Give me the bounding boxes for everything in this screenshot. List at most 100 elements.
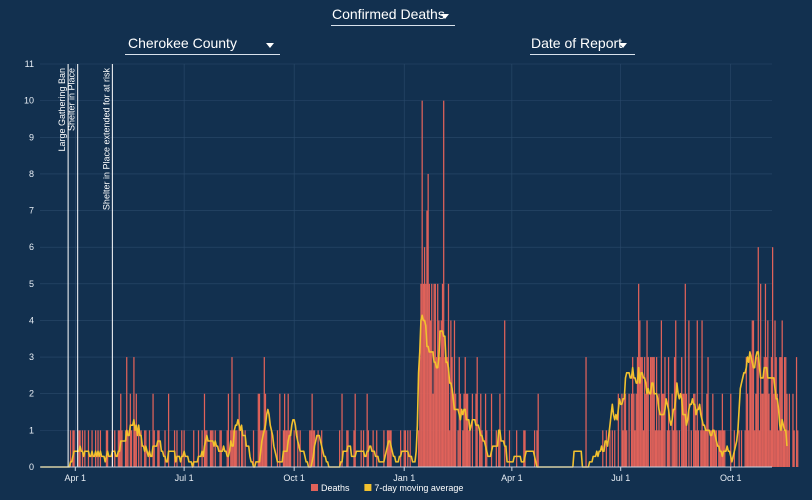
deaths-bar	[124, 430, 127, 467]
deaths-bar	[696, 320, 698, 467]
deaths-bar	[786, 393, 788, 467]
deaths-bar	[84, 430, 86, 467]
deaths-bar	[657, 430, 659, 467]
date-type-dropdown[interactable]: Date of Report	[530, 35, 635, 55]
deaths-bar	[634, 430, 636, 467]
deaths-bar	[523, 430, 525, 467]
deaths-bar	[516, 430, 518, 467]
deaths-bar	[654, 430, 657, 467]
deaths-bar	[682, 393, 684, 467]
deaths-bar	[772, 247, 774, 467]
deaths-bar	[455, 393, 457, 467]
deaths-bar	[755, 393, 757, 467]
deaths-bar	[621, 393, 623, 467]
deaths-bar	[201, 430, 203, 467]
deaths-bar	[428, 283, 430, 467]
deaths-bar	[663, 393, 665, 467]
deaths-bar	[158, 430, 160, 467]
y-tick-label: 4	[29, 315, 34, 325]
deaths-bar	[114, 430, 116, 467]
deaths-bar	[750, 357, 752, 467]
deaths-bar	[431, 283, 433, 467]
deaths-bar	[467, 393, 469, 467]
deaths-bar	[121, 430, 123, 467]
deaths-bar	[312, 430, 314, 467]
deaths-bar	[537, 393, 539, 467]
deaths-bar	[636, 357, 639, 467]
moving-average-path	[40, 314, 788, 468]
deaths-bar	[740, 430, 743, 467]
deaths-bar	[780, 357, 782, 467]
x-tick-label: Jan 1	[393, 473, 415, 483]
deaths-bar	[462, 430, 464, 467]
deaths-bar	[701, 320, 703, 467]
deaths-bar	[293, 430, 295, 467]
deaths-bar	[262, 430, 264, 467]
deaths-bar	[126, 357, 128, 467]
deaths-bar	[240, 430, 243, 467]
deaths-bar	[751, 320, 753, 467]
deaths-bar	[212, 430, 214, 467]
deaths-bar	[673, 357, 676, 467]
deaths-bar	[389, 430, 391, 467]
deaths-bar	[153, 430, 155, 467]
deaths-bar	[138, 430, 140, 467]
deaths-bar	[133, 357, 135, 467]
deaths-bar	[360, 430, 362, 467]
deaths-bar	[152, 393, 154, 467]
deaths-bar	[422, 283, 424, 467]
deaths-bar	[651, 357, 653, 467]
deaths-bar	[676, 430, 678, 467]
deaths-bar	[429, 320, 432, 467]
deaths-bar	[127, 430, 129, 467]
metric-dropdown[interactable]: Confirmed Deaths	[331, 6, 455, 26]
deaths-bar	[433, 283, 435, 467]
deaths-bar	[797, 430, 799, 467]
deaths-bar	[766, 357, 768, 467]
deaths-bar	[702, 430, 704, 467]
deaths-bar	[453, 320, 456, 467]
deaths-bar	[419, 357, 421, 467]
deaths-bar	[69, 430, 72, 467]
metric-dropdown-label: Confirmed Deaths	[332, 6, 445, 22]
deaths-bar	[490, 393, 493, 467]
deaths-bar	[758, 430, 761, 467]
deaths-bar	[764, 283, 767, 467]
deaths-bar	[709, 430, 712, 467]
deaths-bar	[770, 357, 773, 467]
deaths-bar	[409, 430, 411, 467]
deaths-bar	[425, 283, 427, 467]
county-dropdown[interactable]: Cherokee County	[125, 35, 280, 55]
deaths-bar	[722, 430, 725, 467]
deaths-bar	[469, 430, 471, 467]
x-tick-label: Apr 1	[501, 473, 523, 483]
deaths-bar	[777, 430, 780, 467]
deaths-bar	[465, 393, 468, 467]
deaths-bar	[140, 430, 142, 467]
deaths-bar	[468, 430, 470, 467]
deaths-bar	[164, 430, 166, 467]
deaths-bar	[711, 430, 713, 467]
x-tick-label: Oct 1	[720, 473, 742, 483]
deaths-bar	[508, 430, 511, 467]
deaths-bar	[504, 320, 506, 467]
deaths-bar	[632, 357, 634, 467]
deaths-bar	[697, 430, 700, 467]
x-tick-label: Apr 1	[65, 473, 87, 483]
deaths-bar	[763, 357, 765, 467]
y-tick-label: 5	[29, 279, 34, 289]
chart-legend[interactable]: Deaths 7-day moving average	[311, 483, 463, 493]
deaths-bar	[233, 430, 236, 467]
deaths-bar	[703, 430, 706, 467]
deaths-bar	[690, 430, 692, 467]
deaths-bar	[451, 357, 453, 467]
deaths-bar	[707, 357, 709, 467]
deaths-bar	[617, 393, 619, 467]
deaths-bar	[746, 393, 749, 467]
deaths-bar	[261, 430, 263, 467]
deaths-bar	[205, 430, 207, 467]
deaths-bar	[148, 430, 151, 467]
deaths-bar	[230, 430, 232, 467]
deaths-bar	[437, 283, 439, 467]
deaths-bar	[81, 430, 84, 467]
